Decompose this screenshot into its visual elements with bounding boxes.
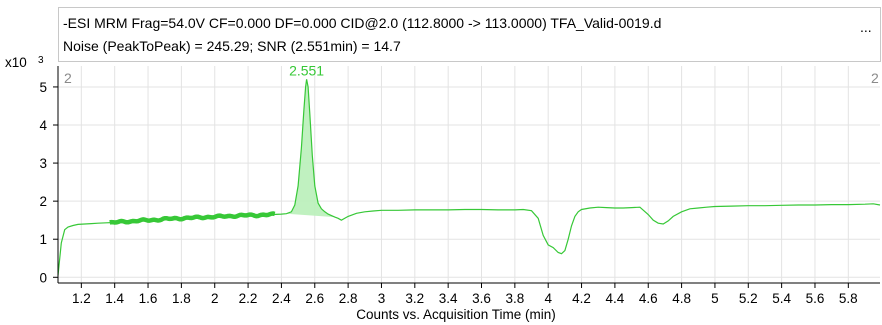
- x-tick-label: 3.4: [439, 291, 458, 306]
- peak-rt-label: 2.551: [289, 62, 324, 78]
- x-tick-label: 5.8: [839, 291, 858, 306]
- peak-area-layer: [286, 79, 335, 218]
- header-line-1: -ESI MRM Frag=54.0V CF=0.000 DF=0.000 CI…: [63, 15, 661, 31]
- x-tick-label: 5.4: [772, 291, 791, 306]
- x-tick-label: 1.4: [105, 291, 124, 306]
- y-tick-label: 5: [39, 80, 47, 95]
- header-box: [58, 7, 881, 62]
- x-tick-label: 5.2: [739, 291, 758, 306]
- x-tick-label: 1.8: [172, 291, 191, 306]
- x-tick-label: 3: [378, 291, 386, 306]
- x-tick-label: 2.2: [239, 291, 258, 306]
- x-tick-label: 2.6: [305, 291, 324, 306]
- y-tick-label: 2: [39, 194, 47, 209]
- x-tick-label: 3.6: [472, 291, 491, 306]
- x-tick-label: 4.8: [672, 291, 691, 306]
- x-tick-label: 4.4: [606, 291, 625, 306]
- y-tick-label: 1: [39, 232, 47, 247]
- x-axis-title: Counts vs. Acquisition Time (min): [356, 307, 556, 322]
- x-tick-label: 1.6: [139, 291, 158, 306]
- x-tick-label: 5: [711, 291, 719, 306]
- x-tick-label: 2.8: [339, 291, 358, 306]
- x-tick-label: 1.2: [72, 291, 91, 306]
- x-tick-label: 2: [211, 291, 219, 306]
- grid-lines: [58, 66, 880, 283]
- right-marker-label: 2: [871, 70, 879, 86]
- y-tick-label: 4: [39, 118, 47, 133]
- x-tick-label: 4.2: [572, 291, 591, 306]
- y-multiplier-base: x10: [5, 55, 27, 70]
- x-tick-label: 3.8: [505, 291, 524, 306]
- axes: [53, 66, 880, 288]
- header-line-2: Noise (PeakToPeak) = 245.29; SNR (2.551m…: [63, 38, 401, 54]
- left-marker-label: 2: [64, 70, 72, 86]
- y-tick-label: 0: [39, 270, 47, 285]
- x-tick-label: 4.6: [639, 291, 658, 306]
- trace-layer: [57, 79, 881, 276]
- noise-region-band: [109, 211, 276, 225]
- header-ellipsis[interactable]: ...: [860, 19, 872, 35]
- x-tick-label: 2.4: [272, 291, 291, 306]
- x-tick-label: 4: [544, 291, 552, 306]
- y-multiplier-exponent: 3: [38, 55, 44, 66]
- peak-area: [286, 79, 335, 218]
- x-tick-label: 5.6: [806, 291, 825, 306]
- tick-labels: 1.2 1.4 1.6 1.8 2 2.2 2.4 2.6 2.8 3 3.2 3.4 3.6 3.8 4 4…: [39, 80, 857, 306]
- x-tick-label: 3.2: [405, 291, 424, 306]
- y-tick-label: 3: [39, 156, 47, 171]
